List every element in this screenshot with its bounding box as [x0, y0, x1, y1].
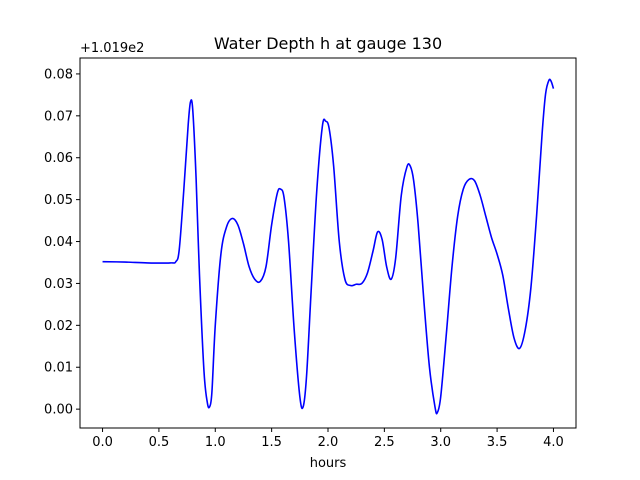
plot-frame	[79, 57, 577, 429]
x-tick-label: 0.0	[92, 435, 113, 450]
x-tick-label: 1.5	[261, 435, 282, 450]
x-tick-label: 2.5	[374, 435, 395, 450]
axis-ticks: 0.0 0.5 1.0 1.5 2.0 2.5 3.0 3.5 4.0 0.00 0.01 0.02 0…	[44, 67, 564, 450]
x-tick-label: 3.0	[430, 435, 451, 450]
y-tick-label: 0.04	[44, 235, 73, 250]
plot-area	[80, 58, 576, 428]
y-tick-label: 0.03	[44, 277, 73, 292]
y-tick-label: 0.02	[44, 319, 73, 334]
x-tick-label: 0.5	[149, 435, 170, 450]
y-tick-label: 0.01	[44, 361, 73, 376]
y-tick-label: 0.06	[44, 151, 73, 166]
chart-title: Water Depth h at gauge 130	[214, 34, 442, 53]
y-tick-label: 0.00	[44, 403, 73, 418]
y-offset-label: +1.019e2	[80, 41, 144, 56]
x-tick-label: 3.5	[487, 435, 508, 450]
x-tick-label: 1.0	[205, 435, 226, 450]
y-tick-label: 0.05	[44, 193, 73, 208]
x-tick-label: 4.0	[543, 435, 564, 450]
y-tick-label: 0.07	[44, 109, 73, 124]
y-tick-label: 0.08	[44, 67, 73, 82]
series-line	[102, 78, 555, 415]
x-tick-label: 2.0	[318, 435, 339, 450]
x-axis-label: hours	[310, 456, 347, 471]
